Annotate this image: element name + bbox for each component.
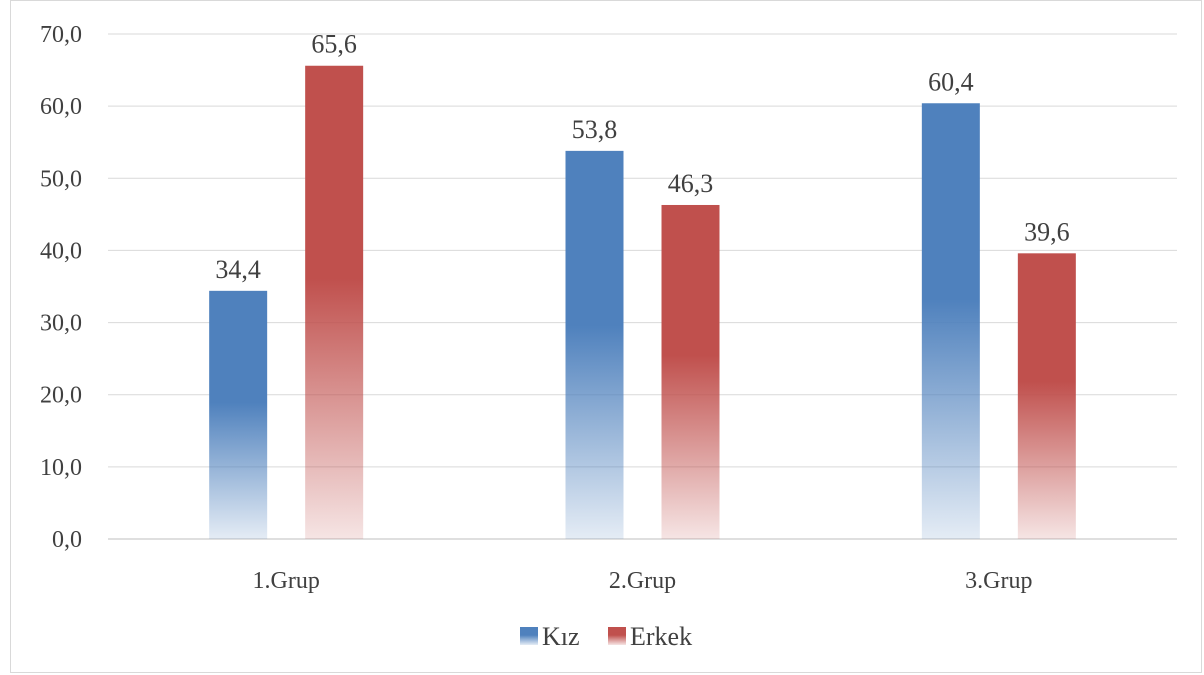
bar-kiz-1: [209, 290, 268, 539]
y-tick-label: 60,0: [40, 94, 82, 120]
y-tick-label: 10,0: [40, 455, 82, 481]
data-label: 39,6: [1024, 217, 1070, 246]
bar-kiz-2: [565, 150, 624, 539]
data-label: 60,4: [928, 67, 974, 96]
x-tick-label: 3.Grup: [965, 568, 1032, 594]
data-label: 65,6: [311, 30, 357, 59]
legend: Kız Erkek: [520, 622, 692, 651]
bar-erkek-3: [1017, 253, 1076, 540]
y-axis: 0,0 10,0 20,0 30,0 40,0 50,0 60,0 70,0: [40, 22, 82, 553]
x-axis: 1.Grup 2.Grup 3.Grup: [253, 568, 1033, 594]
y-tick-label: 40,0: [40, 238, 82, 264]
bars: 34,4 65,6 53,8 46,3 60,4 39,6: [209, 30, 1076, 540]
y-tick-label: 70,0: [40, 22, 82, 48]
y-tick-label: 50,0: [40, 166, 82, 192]
data-label: 34,4: [215, 255, 261, 284]
x-tick-label: 1.Grup: [253, 568, 320, 594]
bar-erkek-1: [305, 65, 364, 539]
legend-swatch-kiz: [520, 627, 538, 645]
x-tick-label: 2.Grup: [609, 568, 676, 594]
legend-swatch-erkek: [608, 627, 626, 645]
data-label: 53,8: [572, 115, 618, 144]
data-label: 46,3: [668, 169, 714, 198]
legend-label: Kız: [542, 622, 580, 651]
y-tick-label: 0,0: [52, 527, 82, 553]
bar-kiz-3: [921, 103, 980, 539]
y-tick-label: 30,0: [40, 311, 82, 337]
y-tick-label: 20,0: [40, 383, 82, 409]
gridlines: [108, 33, 1177, 540]
legend-label: Erkek: [630, 622, 692, 651]
bar-erkek-2: [661, 204, 720, 539]
